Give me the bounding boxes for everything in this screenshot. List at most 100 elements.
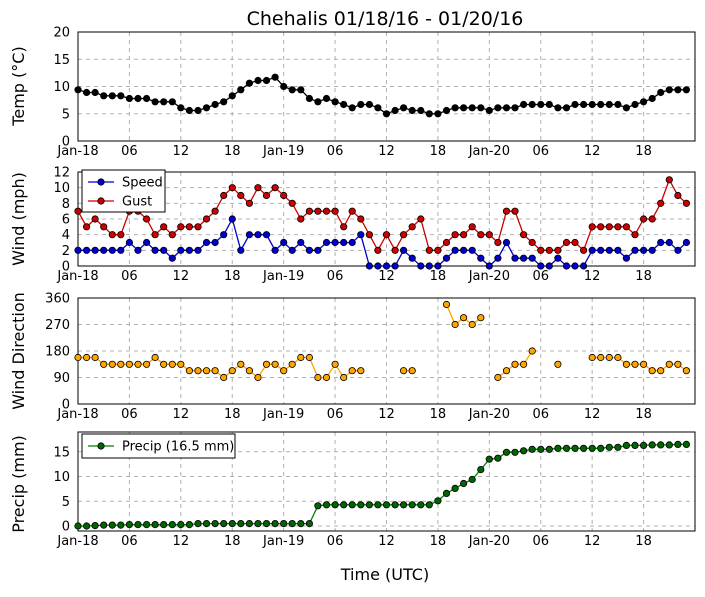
x-tick-label: 18 xyxy=(430,144,447,159)
data-point xyxy=(648,441,656,449)
data-point xyxy=(177,360,185,368)
data-point xyxy=(305,353,313,362)
data-point xyxy=(108,360,116,368)
data-point xyxy=(622,441,631,449)
data-point xyxy=(125,238,133,247)
data-point xyxy=(185,520,193,529)
data-point xyxy=(168,360,176,368)
data-point xyxy=(74,207,82,215)
plot-frame xyxy=(77,431,696,532)
data-point xyxy=(91,215,99,223)
x-tick-label: 18 xyxy=(635,144,652,159)
data-point xyxy=(237,360,245,368)
data-point xyxy=(408,223,416,231)
data-point xyxy=(417,501,425,509)
data-point xyxy=(579,444,588,452)
x-tick-label: 12 xyxy=(584,534,601,549)
data-point xyxy=(451,246,459,254)
data-point xyxy=(134,520,142,529)
y-tick-label: 12 xyxy=(53,166,70,181)
data-point xyxy=(365,262,373,270)
x-tick-label: 12 xyxy=(173,269,190,284)
data-point xyxy=(91,88,99,97)
data-point xyxy=(117,231,125,239)
data-point xyxy=(357,367,365,375)
data-point xyxy=(194,246,202,254)
data-point xyxy=(468,223,476,231)
data-point xyxy=(545,445,553,453)
y-tick-label: 6 xyxy=(62,213,70,228)
data-point xyxy=(399,501,408,509)
data-point xyxy=(340,238,348,247)
data-point xyxy=(177,520,185,529)
y-axis-label: Temp (°C) xyxy=(9,46,28,126)
x-tick-label: 18 xyxy=(430,534,447,549)
data-point xyxy=(168,254,176,262)
data-point xyxy=(682,199,691,207)
data-point xyxy=(288,246,296,254)
x-tick-label: Jan-19 xyxy=(262,534,304,549)
data-point xyxy=(245,231,253,239)
data-point xyxy=(91,353,99,362)
data-point xyxy=(477,104,485,112)
data-point xyxy=(682,367,691,375)
x-tick-label: 18 xyxy=(430,407,447,422)
data-point xyxy=(477,231,485,239)
x-tick-label: Jan-18 xyxy=(56,407,98,422)
data-point xyxy=(331,238,339,247)
data-point xyxy=(622,360,631,368)
data-point xyxy=(571,100,579,109)
data-point xyxy=(631,246,639,254)
data-point xyxy=(631,360,639,368)
data-point xyxy=(340,501,348,509)
data-point xyxy=(160,98,168,106)
data-point xyxy=(237,86,245,94)
data-point xyxy=(468,475,476,484)
data-point xyxy=(511,254,519,262)
x-tick-label: 06 xyxy=(121,534,138,549)
data-point xyxy=(588,444,596,452)
chart-title: Chehalis 01/18/16 - 01/20/16 xyxy=(247,8,524,30)
data-point xyxy=(674,360,682,368)
data-point xyxy=(365,100,373,109)
data-point xyxy=(262,231,271,239)
data-point xyxy=(125,520,133,529)
data-point xyxy=(100,360,108,368)
x-tick-label: Jan-18 xyxy=(56,269,98,284)
data-point xyxy=(494,104,502,112)
x-tick-label: Jan-18 xyxy=(56,534,98,549)
data-point xyxy=(468,320,476,329)
data-point xyxy=(314,207,322,215)
data-point xyxy=(408,254,416,262)
data-point xyxy=(271,360,279,368)
data-point xyxy=(220,98,228,106)
data-point xyxy=(554,254,562,262)
x-tick-label: 18 xyxy=(224,407,241,422)
y-tick-label: 360 xyxy=(45,292,70,307)
data-point xyxy=(391,501,399,509)
data-point xyxy=(185,246,193,254)
series-line xyxy=(77,178,687,252)
plot-frame xyxy=(77,297,696,405)
data-point xyxy=(579,262,588,270)
data-point xyxy=(288,360,296,368)
data-point xyxy=(254,231,262,239)
y-axis-label: Wind Direction xyxy=(9,292,28,410)
y-tick-label: 15 xyxy=(53,445,70,460)
data-point xyxy=(494,454,502,462)
data-point xyxy=(545,246,553,254)
x-tick-label: 12 xyxy=(378,269,395,284)
data-point xyxy=(202,238,211,247)
data-point xyxy=(519,231,528,239)
data-point xyxy=(639,441,648,449)
data-point xyxy=(305,207,313,215)
x-tick-label: 12 xyxy=(584,269,601,284)
x-tick-label: 06 xyxy=(532,534,549,549)
x-tick-label: 06 xyxy=(327,269,344,284)
legend-label: Precip (16.5 mm) xyxy=(122,440,234,455)
data-point xyxy=(614,353,622,362)
data-point xyxy=(459,104,468,112)
data-point xyxy=(151,353,159,362)
legend-box xyxy=(81,169,166,213)
y-tick-label: 0 xyxy=(62,135,70,150)
